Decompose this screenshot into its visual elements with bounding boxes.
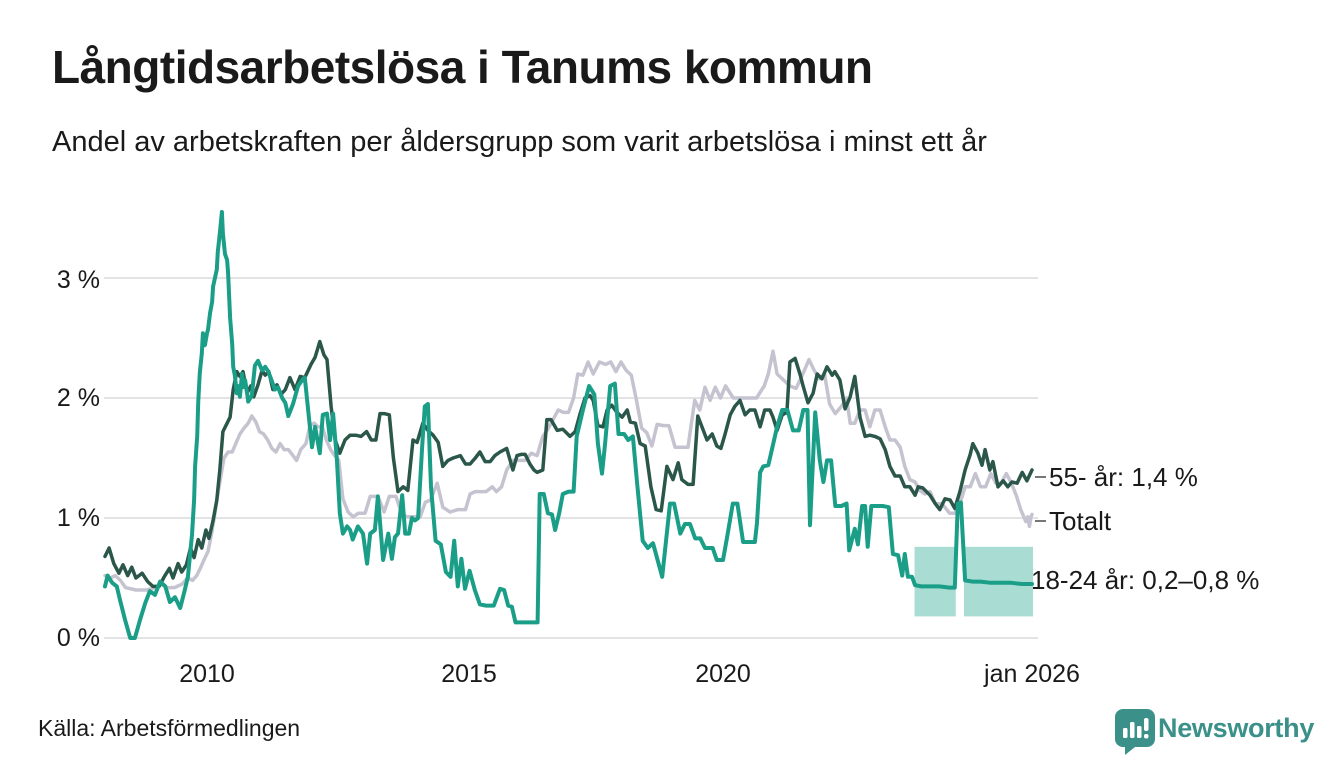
series-end-label-18-24: 18-24 år: 0,2–0,8 % [1031, 565, 1260, 595]
source-credit: Källa: Arbetsförmedlingen [38, 715, 301, 741]
series-line-18-24 [103, 210, 1034, 640]
uncertainty-band-segment-0 [914, 546, 956, 617]
newsworthy-chart-bubble-icon [1115, 709, 1155, 755]
series-end-label-55plus: 55- år: 1,4 % [1049, 462, 1198, 492]
y-axis-tick-1pct: 1 % [56, 504, 100, 532]
series-line-totalt [103, 349, 1034, 592]
page-subtitle: Andel av arbetskraften per åldersgrupp s… [52, 126, 987, 158]
x-axis-tick-jan-2026: jan 2026 [984, 660, 1080, 688]
y-axis-tick-3pct: 3 % [56, 266, 100, 294]
series-label-tick-55plus [1035, 476, 1046, 478]
y-axis-tick-2pct: 2 % [56, 384, 100, 412]
y-axis-tick-0pct: 0 % [56, 624, 100, 652]
series-end-label-totalt: Totalt [1049, 506, 1112, 536]
page-title: Långtidsarbetslösa i Tanums kommun [52, 41, 873, 93]
x-axis-tick-2020: 2020 [695, 660, 751, 688]
newsworthy-brand-wordmark: Newsworthy [1158, 713, 1315, 743]
x-axis-tick-2015: 2015 [441, 660, 497, 688]
x-axis-tick-2010: 2010 [179, 660, 235, 688]
series-label-tick-totalt [1035, 520, 1046, 522]
